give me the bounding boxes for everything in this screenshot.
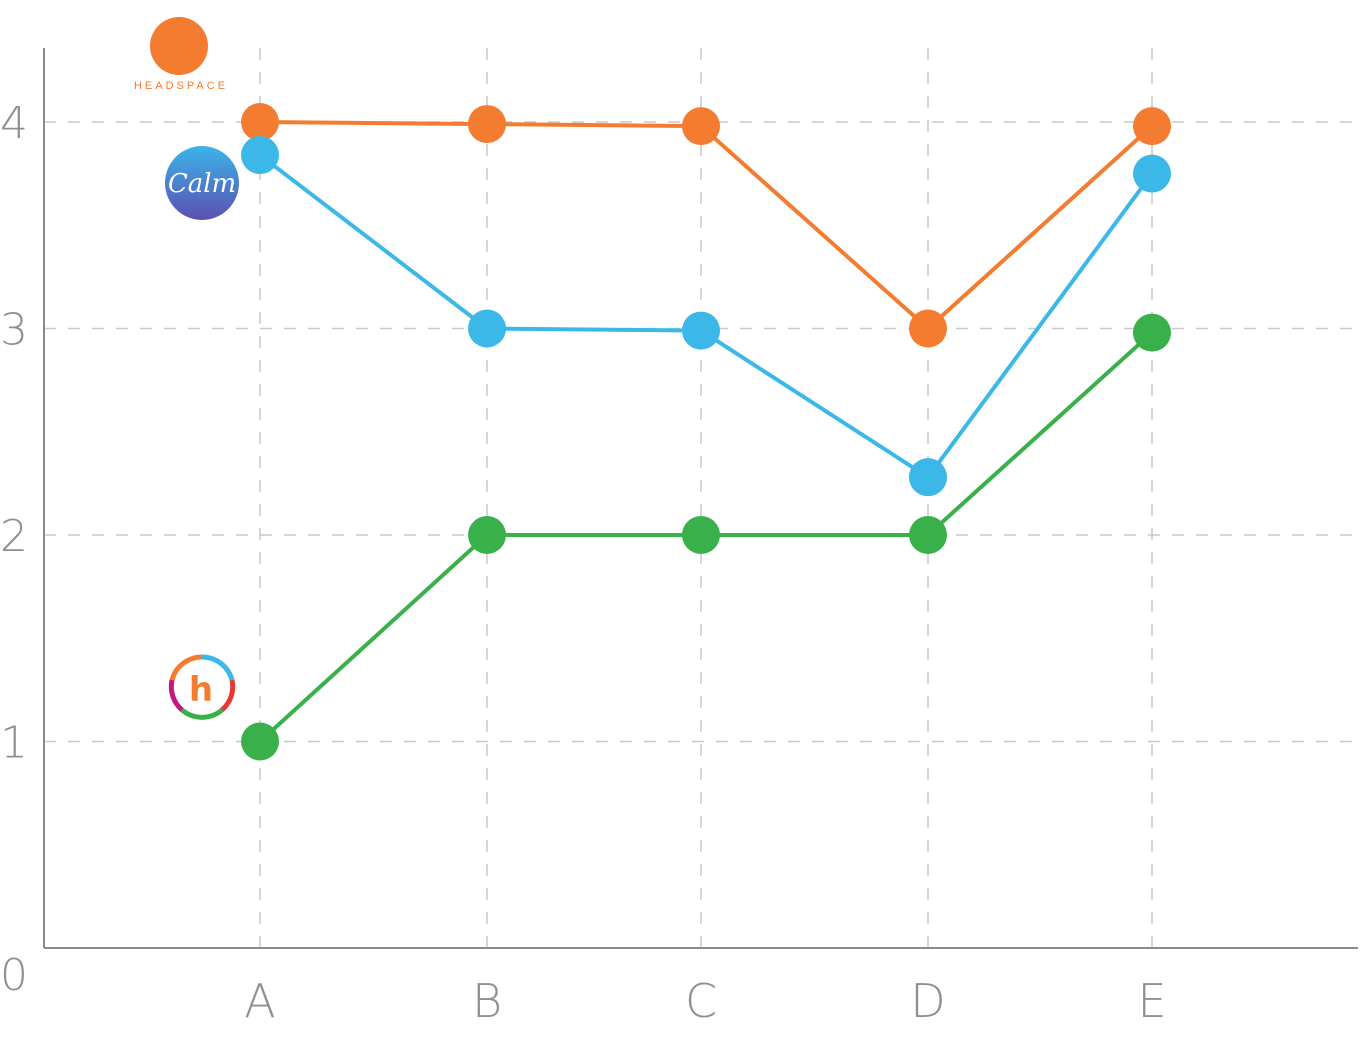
axes bbox=[43, 48, 1358, 949]
happify-ring-orange bbox=[169, 654, 203, 681]
happify-logo-text: h bbox=[189, 670, 213, 710]
headspace-logo-text: HEADSPACE bbox=[134, 80, 228, 92]
data-point-c bbox=[682, 516, 720, 554]
x-tick-labels: A B C D E bbox=[244, 974, 1166, 1028]
data-point-d bbox=[909, 516, 947, 554]
data-point-d bbox=[909, 458, 947, 497]
data-point-b bbox=[468, 105, 506, 144]
data-point-a bbox=[241, 103, 279, 141]
data-point-b bbox=[468, 516, 506, 554]
happify-ring-magenta bbox=[168, 679, 184, 712]
data-point-d bbox=[909, 309, 947, 348]
data-point-c bbox=[682, 107, 720, 146]
data-point-e bbox=[1133, 107, 1171, 146]
calm-logo: Calm bbox=[165, 146, 239, 220]
happify-ring-green bbox=[180, 708, 224, 720]
y-tick-label: 4 bbox=[0, 98, 28, 149]
y-tick-label: 1 bbox=[0, 718, 28, 769]
x-tick-label: D bbox=[910, 974, 945, 1028]
data-point-c bbox=[682, 311, 720, 350]
happify-ring-blue bbox=[201, 654, 235, 681]
x-tick-label: E bbox=[1137, 974, 1166, 1028]
series-calm bbox=[241, 136, 1171, 497]
series-h bbox=[241, 313, 1171, 761]
y-tick-label: 0 bbox=[0, 950, 28, 1001]
headspace-logo: HEADSPACE bbox=[134, 17, 228, 92]
y-tick-labels: 0 1 2 3 4 bbox=[0, 98, 28, 1001]
calm-logo-text: Calm bbox=[168, 169, 236, 199]
data-point-a bbox=[241, 722, 279, 761]
x-tick-label: A bbox=[244, 974, 275, 1028]
data-point-e bbox=[1133, 154, 1171, 193]
y-tick-label: 3 bbox=[0, 305, 28, 356]
data-point-a bbox=[241, 136, 279, 175]
x-tick-label: C bbox=[685, 974, 717, 1028]
series-line bbox=[259, 120, 1154, 331]
x-tick-label: B bbox=[472, 974, 502, 1028]
happify-ring-red bbox=[220, 679, 236, 712]
y-tick-label: 2 bbox=[0, 511, 28, 562]
data-point-e bbox=[1133, 313, 1171, 352]
series-group bbox=[241, 103, 1171, 761]
calm-logo-circle bbox=[165, 146, 239, 220]
headspace-logo-dot bbox=[150, 17, 208, 75]
data-point-b bbox=[468, 309, 506, 348]
happify-logo: h bbox=[168, 654, 236, 720]
series-headspace bbox=[241, 103, 1171, 348]
